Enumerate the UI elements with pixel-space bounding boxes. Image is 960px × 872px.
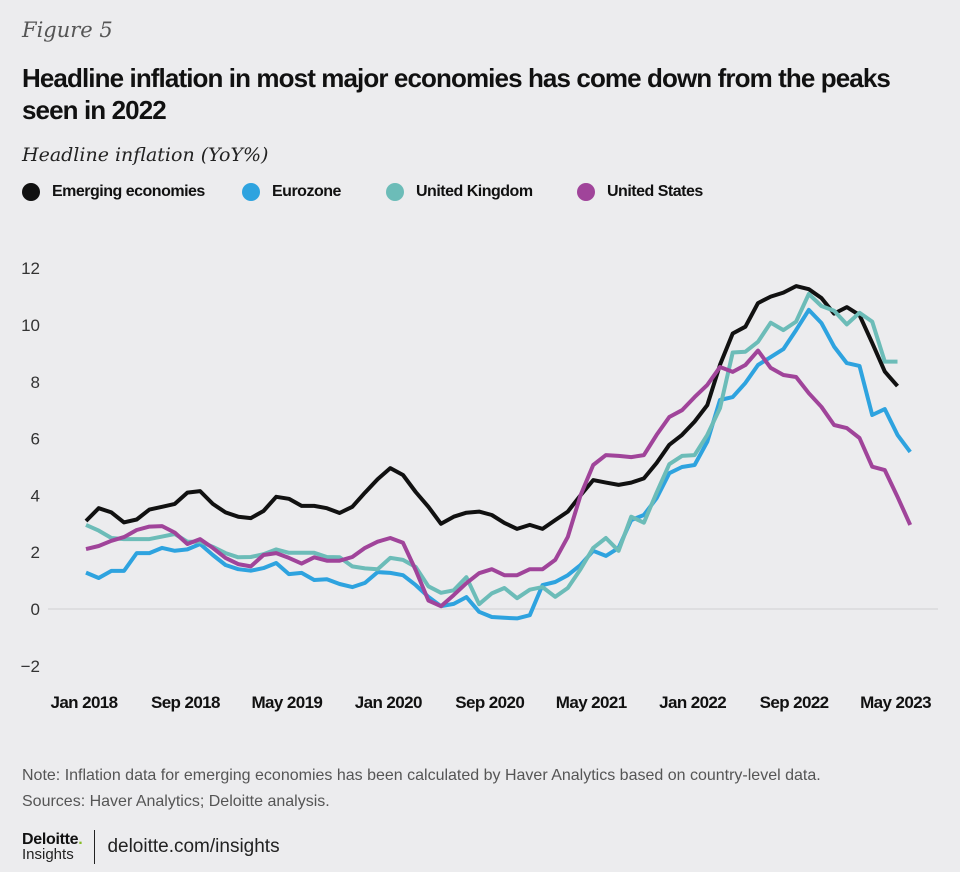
y-tick-label: 4 [31,486,40,505]
y-tick-label: 10 [21,316,40,335]
x-tick-label: Jan 2022 [659,693,726,712]
series-line-united-states [85,348,913,609]
footer-divider [94,830,96,864]
series-group [84,284,913,621]
legend-label-eurozone: Eurozone [272,183,341,200]
footer: Deloitte. Insights deloitte.com/insights [22,830,280,864]
notes: Note: Inflation data for emerging econom… [22,763,821,815]
y-tick-label: 6 [31,430,40,449]
legend-label-us: United States [607,183,703,200]
legend-dot-eurozone [242,183,260,201]
y-tick-label: −2 [21,657,40,676]
brand-sub: Insights [22,846,74,863]
series-line-eurozone [85,307,912,621]
legend-dot-emerging [22,183,40,201]
deloitte-insights-logo: Deloitte. Insights [22,831,83,863]
legend-item-eurozone: Eurozone [242,183,341,201]
x-tick-label: May 2019 [251,693,322,712]
y-tick-label: 2 [31,543,40,562]
brand-name: Deloitte. [22,831,83,848]
brand-name-text: Deloitte [22,831,79,848]
x-tick-label: Jan 2018 [50,693,117,712]
x-axis: Jan 2018 Sep 2018 May 2019 Jan 2020 Sep 2020… [50,693,931,712]
chart-title: Headline inflation in most major economi… [22,63,891,125]
x-tick-label: Sep 2022 [760,693,829,712]
figure-label: Figure 5 [22,18,113,42]
series-line-emerging-economies [84,284,900,531]
y-tick-label: 8 [31,373,40,392]
chart-subtitle: Headline inflation (YoY%) [22,144,269,166]
legend-item-us: United States [577,183,703,201]
legend-dot-uk [386,183,404,201]
footer-url[interactable]: deloitte.com/insights [107,836,280,857]
legend-label-emerging: Emerging economies [52,183,205,200]
y-tick-label: 0 [31,600,40,619]
x-tick-label: Jan 2020 [355,693,422,712]
legend-item-uk: United Kingdom [386,183,533,201]
y-axis: 12 10 8 6 4 2 0 −2 [21,259,40,676]
note-text: Note: Inflation data for emerging econom… [22,767,821,784]
x-tick-label: Sep 2020 [455,693,524,712]
series-line-united-kingdom [85,292,898,607]
brand-dot: . [78,831,83,848]
x-tick-label: Sep 2018 [151,693,220,712]
legend-label-uk: United Kingdom [416,183,533,200]
y-tick-label: 12 [21,259,40,278]
sources-text: Sources: Haver Analytics; Deloitte analy… [22,793,330,810]
x-tick-label: May 2023 [860,693,931,712]
legend-dot-us [577,183,595,201]
x-tick-label: May 2021 [556,693,627,712]
legend-item-emerging: Emerging economies [22,183,205,201]
